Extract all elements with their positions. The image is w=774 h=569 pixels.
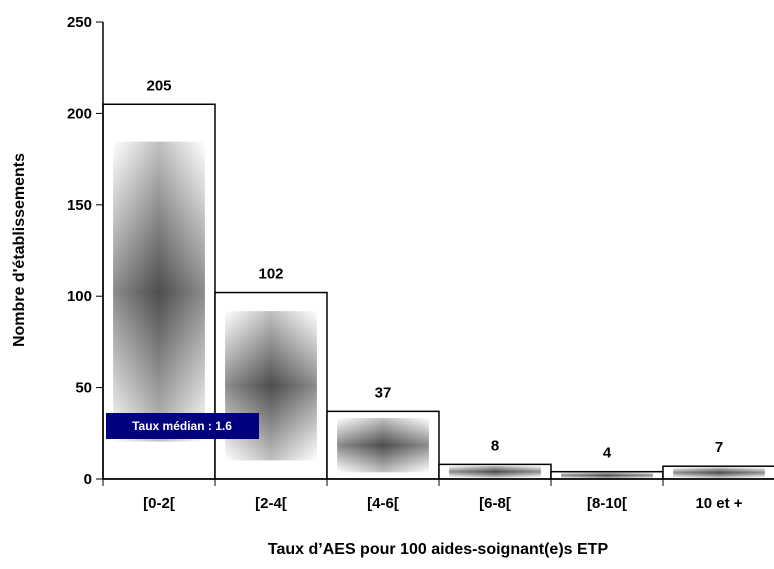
bar-1 <box>102 103 216 480</box>
bar-6 <box>662 465 774 480</box>
y-tick-label: 250 <box>67 14 92 31</box>
bar-2 <box>214 291 328 480</box>
y-tick-label: 100 <box>67 288 92 305</box>
data-label-1: 205 <box>146 77 171 94</box>
x-axis-title: Taux d’AES pour 100 aides-soignant(e)s E… <box>268 541 609 558</box>
x-tick-label-1: [0-2[ <box>143 495 175 512</box>
bar-4 <box>438 463 552 480</box>
data-label-5: 4 <box>603 445 612 462</box>
median-annotation: Taux médian : 1.6 <box>106 413 259 439</box>
data-label-4: 8 <box>491 437 499 454</box>
x-tick-label-4: [6-8[ <box>479 495 511 512</box>
y-tick-label: 50 <box>75 380 92 397</box>
x-tick-label-2: [2-4[ <box>255 495 287 512</box>
y-axis-title: Nombre d'établissements <box>11 153 28 347</box>
plot-area: 205 102 37 8 4 7 Taux médian : 1.6 <box>102 77 774 480</box>
data-label-6: 7 <box>715 439 723 456</box>
x-tick-label-6: 10 et + <box>695 495 742 512</box>
y-axis: 0 50 100 150 200 250 <box>67 14 104 488</box>
y-tick-label: 150 <box>67 197 92 214</box>
median-annotation-text: Taux médian : 1.6 <box>132 419 232 433</box>
bar-5 <box>550 470 664 480</box>
x-tick-label-5: [8-10[ <box>587 495 627 512</box>
x-tick-label-3: [4-6[ <box>367 495 399 512</box>
x-axis: [0-2[ [2-4[ [4-6[ [6-8[ [8-10[ 10 et + <box>102 478 774 512</box>
y-tick-label: 200 <box>67 105 92 122</box>
y-tick-label: 0 <box>84 471 92 488</box>
data-label-3: 37 <box>375 384 392 401</box>
bar-3 <box>326 410 440 480</box>
data-label-2: 102 <box>258 266 283 283</box>
